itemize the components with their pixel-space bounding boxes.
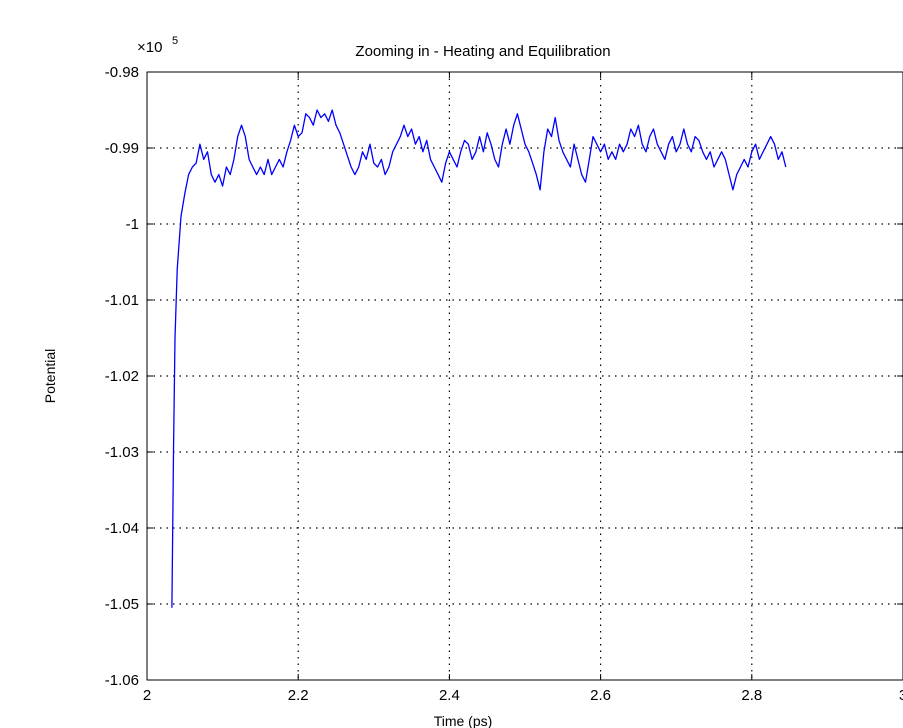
x-tick-label: 2.6 (590, 687, 611, 704)
y-ticks: -1.06 -1.05 -1.04 -1.03 -1.02 -1.01 -1 -0.99 -0.… (105, 64, 903, 689)
x-tick-label: 2.8 (741, 687, 762, 704)
y-grid (147, 147, 903, 605)
y-tick-label: -1 (126, 216, 139, 233)
y-axis-label: Potential (42, 349, 58, 403)
x-tick-label: 3 (899, 687, 903, 704)
chart-title: Zooming in - Heating and Equilibration (355, 43, 610, 60)
y-tick-label: -1.01 (105, 292, 139, 309)
x-tick-label: 2 (143, 687, 151, 704)
axis-exponent: ×10 5 (137, 35, 178, 56)
axis-exponent-power: 5 (172, 35, 178, 47)
y-tick-label: -1.06 (105, 672, 139, 689)
y-tick-label: -0.98 (105, 64, 139, 81)
y-tick-label: -1.03 (105, 444, 139, 461)
x-axis-label: Time (ps) (434, 713, 493, 728)
y-tick-label: -1.05 (105, 596, 139, 613)
potential-series-line (171, 109, 787, 608)
x-tick-label: 2.4 (439, 687, 460, 704)
x-ticks: 2 2.2 2.4 2.6 2.8 3 (143, 72, 903, 704)
x-tick-label: 2.2 (288, 687, 309, 704)
y-tick-label: -1.02 (105, 368, 139, 385)
y-tick-label: -0.99 (105, 140, 139, 157)
y-tick-label: -1.04 (105, 520, 139, 537)
axis-exponent-base: ×10 (137, 39, 162, 56)
